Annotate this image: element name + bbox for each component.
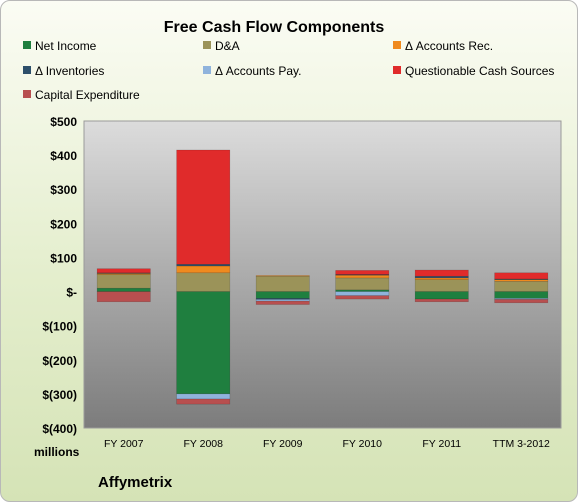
legend-label: Δ Inventories xyxy=(35,64,104,78)
bar-segment xyxy=(414,291,469,300)
x-tick-label: FY 2010 xyxy=(342,438,382,450)
company-name: Affymetrix xyxy=(98,474,173,491)
bar-segment xyxy=(494,272,549,280)
bar-segment xyxy=(176,264,231,267)
bar-segment xyxy=(414,275,469,279)
x-tick-label: FY 2008 xyxy=(183,438,223,450)
x-tick-label: FY 2009 xyxy=(263,438,303,450)
y-axis: $(400) $(300) $(200) $(100) $- $100 $200 $300 $4… xyxy=(42,115,77,436)
bar-segment xyxy=(176,149,231,265)
y-tick-label: $500 xyxy=(50,115,77,129)
legend-swatch xyxy=(393,66,401,74)
bar-segment xyxy=(335,277,390,291)
legend-label: D&A xyxy=(215,39,240,53)
y-tick-label: $(400) xyxy=(42,422,77,436)
legend-swatch xyxy=(23,66,31,74)
y-tick-label: $(200) xyxy=(42,354,77,368)
bar-segment xyxy=(96,274,151,289)
bar-segment xyxy=(494,279,549,282)
x-tick-label: FY 2007 xyxy=(104,438,144,450)
bar-segment xyxy=(255,275,310,277)
y-tick-label: $200 xyxy=(50,217,77,231)
legend-swatch xyxy=(23,90,31,98)
legend-label: Δ Accounts Rec. xyxy=(405,39,493,53)
bar-segment xyxy=(255,299,310,302)
bar-segment xyxy=(255,275,310,292)
y-tick-label: $100 xyxy=(50,251,77,265)
y-tick-label: $(300) xyxy=(42,388,77,402)
bar-segment xyxy=(335,291,390,296)
bar-segment xyxy=(96,268,151,274)
legend: Net Income D&A Δ Accounts Rec. Δ Inventorie… xyxy=(23,39,554,102)
y-tick-label: $300 xyxy=(50,183,77,197)
legend-swatch xyxy=(23,41,31,49)
legend-label: Net Income xyxy=(35,39,97,53)
legend-swatch xyxy=(203,66,211,74)
legend-label: Δ Accounts Pay. xyxy=(215,64,302,78)
bar-segment xyxy=(335,295,390,300)
bar-segment xyxy=(414,279,469,292)
bar-segment xyxy=(176,265,231,274)
bar-segment xyxy=(176,398,231,405)
bar-segment xyxy=(176,272,231,292)
x-tick-label: TTM 3-2012 xyxy=(493,438,550,450)
y-tick-label: $(100) xyxy=(42,320,77,334)
bar-segment xyxy=(96,291,151,303)
plot-area xyxy=(83,120,562,429)
bar-segment xyxy=(414,298,469,303)
bar-segment xyxy=(255,291,310,299)
bar-segment xyxy=(176,393,231,400)
bar-segment xyxy=(414,269,469,277)
bars xyxy=(96,149,549,405)
bar-segment xyxy=(335,289,390,292)
legend-swatch xyxy=(393,41,401,49)
bar-segment xyxy=(494,281,549,292)
bar-segment xyxy=(255,300,310,305)
y-unit-label: millions xyxy=(34,445,80,459)
legend-label: Capital Expenditure xyxy=(35,88,140,102)
bar-segment xyxy=(96,287,151,292)
y-tick-label: $- xyxy=(66,286,77,300)
legend-swatch xyxy=(203,41,211,49)
chart-title: Free Cash Flow Components xyxy=(164,19,385,36)
x-axis: FY 2007 FY 2008 FY 2009 FY 2010 FY 2011 TTM 3… xyxy=(104,438,550,450)
bar-segment xyxy=(335,274,390,279)
legend-label: Questionable Cash Sources xyxy=(405,64,554,78)
y-tick-label: $400 xyxy=(50,149,77,163)
bar-segment xyxy=(335,270,390,275)
x-tick-label: FY 2011 xyxy=(422,438,461,450)
bar-segment xyxy=(414,277,469,280)
bar-segment xyxy=(494,291,549,299)
bar-segment xyxy=(494,299,549,304)
bar-segment xyxy=(176,291,231,395)
